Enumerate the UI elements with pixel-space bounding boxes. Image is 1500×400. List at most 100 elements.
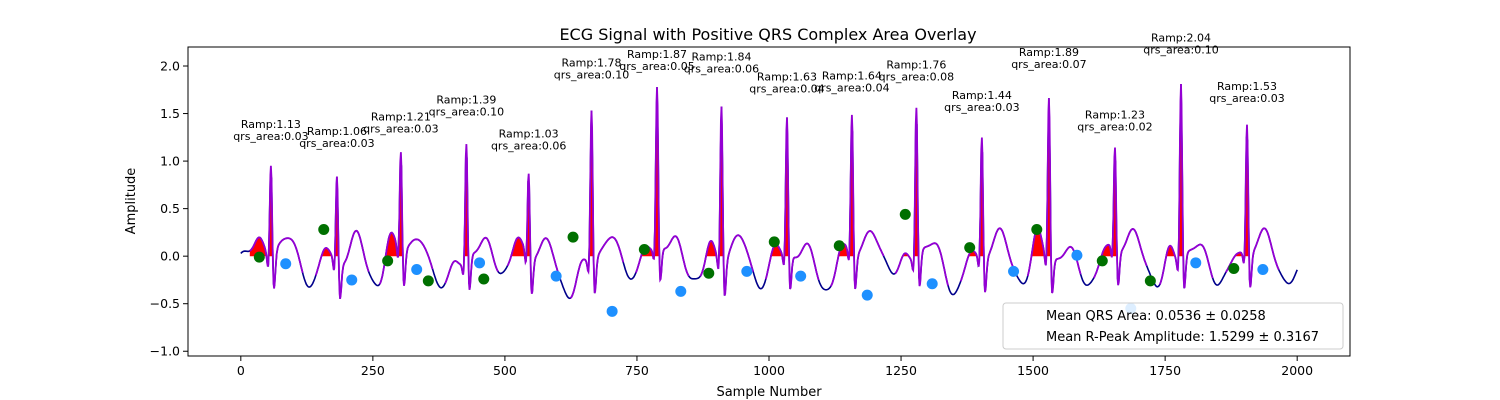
qrs-offset-marker [926,278,938,290]
ramp-annotation: Ramp:1.39 [436,94,496,107]
x-tick-label: 1500 [1017,363,1049,378]
x-tick-label: 0 [237,363,245,378]
qrs-overlay-line [764,117,820,290]
ramp-annotation: Ramp:1.89 [1019,46,1079,59]
x-tick-label: 1000 [753,363,785,378]
y-tick-label: 0.5 [160,201,180,216]
qrs-overlay-line [1026,98,1082,294]
qrs-area-annotation: qrs_area:0.03 [1209,92,1284,105]
y-tick-label: 2.0 [160,59,180,74]
x-tick-label: 250 [361,363,385,378]
ramp-annotation: Ramp:1.06 [307,125,367,138]
plot-clip-group [240,83,1298,317]
ramp-annotation: Ramp:1.21 [371,111,431,124]
qrs-offset-marker [474,257,486,269]
ramp-annotation: Ramp:1.76 [886,58,946,71]
ramp-annotation: Ramp:1.03 [499,128,559,141]
qrs-overlay-line [829,114,885,290]
qrs-area-annotation: qrs_area:0.03 [363,123,438,136]
qrs-overlay-line [569,110,625,299]
y-tick-label: 1.5 [160,106,180,121]
chart-title: ECG Signal with Positive QRS Complex Are… [559,25,976,44]
ramp-annotation: Ramp:1.87 [627,48,687,61]
qrs-area-annotation: qrs_area:0.07 [1011,58,1086,71]
qrs-offset-marker [280,258,292,270]
ramp-annotation: Ramp:1.84 [691,51,751,64]
legend: Mean QRS Area: 0.0536 ± 0.0258 Mean R-Pe… [1002,302,1344,350]
qrs-overlay-line [314,176,370,299]
qrs-overlay-line [1093,147,1148,286]
plot-area: Ramp:1.13qrs_area:0.03Ramp:1.06qrs_area:… [233,32,1298,317]
qrs-offset-marker [741,265,753,277]
qrs-onset-marker [253,251,265,263]
x-tick-label: 1750 [1149,363,1181,378]
qrs-area-annotation: qrs_area:0.03 [944,101,1019,114]
qrs-onset-marker [1144,275,1156,287]
qrs-area-annotation: qrs_area:0.02 [1077,121,1152,134]
qrs-overlay-line [444,144,499,290]
ramp-annotation: Ramp:1.64 [822,70,882,83]
qrs-area-annotation: qrs_area:0.10 [429,106,504,119]
qrs-area-annotation: qrs_area:0.10 [554,68,629,81]
qrs-onset-marker [1096,255,1108,267]
ramp-annotation: Ramp:1.23 [1085,109,1145,122]
legend-entry-mean-qrs-area: Mean QRS Area: 0.0536 ± 0.0258 [1046,309,1266,324]
y-tick-label: 1.0 [160,154,180,169]
qrs-overlay-line [894,107,949,287]
ramp-annotation: Ramp:1.78 [562,56,622,69]
y-tick-label: −1.0 [150,344,180,359]
legend-box [1002,302,1344,350]
qrs-offset-marker [1008,265,1020,277]
qrs-offset-marker [1257,263,1269,275]
qrs-onset-marker [478,273,490,285]
qrs-onset-marker [638,244,650,256]
qrs-offset-marker [795,270,807,282]
qrs-area-annotation: qrs_area:0.08 [879,70,954,83]
qrs-onset-marker [833,240,845,252]
qrs-overlay-line [1159,83,1214,289]
x-tick-label: 1250 [885,363,917,378]
qrs-overlay-line [699,106,755,296]
x-tick-label: 500 [493,363,517,378]
qrs-onset-marker [964,242,976,254]
qrs-offset-marker [1190,257,1202,269]
qrs-offset-marker [550,270,562,282]
qrs-overlay-line [249,165,304,289]
y-tick-label: 0.0 [160,249,180,264]
qrs-area-annotation: qrs_area:0.10 [1143,44,1218,57]
qrs-area-annotation: qrs_area:0.05 [619,60,694,73]
ramp-annotation: Ramp:1.13 [241,118,301,131]
qrs-area-annotation: qrs_area:0.04 [749,83,824,96]
qrs-overlay-line [959,137,1015,293]
ramp-annotation: Ramp:2.04 [1151,32,1211,45]
ramp-annotation: Ramp:1.44 [952,89,1012,102]
ramp-annotation: Ramp:1.53 [1217,80,1277,93]
y-axis-title: Amplitude [124,168,139,235]
qrs-offset-marker [1071,249,1083,261]
qrs-onset-marker [567,231,579,243]
qrs-area-annotation: qrs_area:0.06 [491,140,566,153]
qrs-onset-marker [703,267,715,279]
qrs-onset-marker [1228,263,1240,275]
qrs-offset-marker [675,285,687,297]
qrs-overlay-line [506,173,562,294]
qrs-onset-marker [899,208,911,220]
qrs-area-annotation: qrs_area:0.03 [299,137,374,150]
qrs-onset-marker [768,236,780,248]
qrs-onset-marker [422,275,434,287]
qrs-area-annotation: qrs_area:0.03 [233,130,308,143]
qrs-overlay-line [378,152,434,286]
y-tick-label: −0.5 [150,296,180,311]
axes: 0 250 500 750 1000 1250 1500 1750 2000 −1.0 −0.5 0.… [150,59,1313,378]
qrs-offset-marker [606,305,618,317]
qrs-offset-marker [411,263,423,275]
legend-entry-mean-r-peak-amplitude: Mean R-Peak Amplitude: 1.5299 ± 0.3167 [1046,330,1319,345]
qrs-onset-marker [1031,224,1043,236]
qrs-offset-marker [861,289,873,301]
qrs-area-annotation: qrs_area:0.06 [684,63,759,76]
x-tick-label: 750 [625,363,649,378]
x-axis-title: Sample Number [716,385,822,400]
qrs-area-annotation: qrs_area:0.04 [814,82,889,95]
